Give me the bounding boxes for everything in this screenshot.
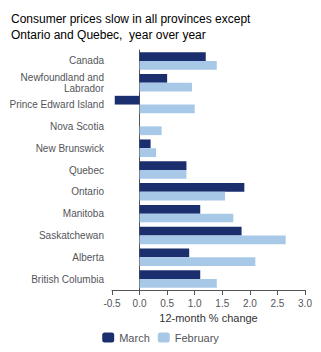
svg-text:0.0: 0.0 — [133, 298, 147, 309]
svg-text:March: March — [119, 332, 150, 344]
svg-text:Nova Scotia: Nova Scotia — [50, 121, 104, 132]
svg-text:1.5: 1.5 — [215, 298, 229, 309]
svg-text:Consumer prices slow in all pr: Consumer prices slow in all provinces ex… — [11, 12, 251, 26]
svg-text:Ontario: Ontario — [71, 186, 104, 197]
svg-text:British Columbia: British Columbia — [31, 274, 104, 285]
svg-text:-0.5: -0.5 — [103, 298, 121, 309]
svg-text:New Brunswick: New Brunswick — [36, 143, 105, 154]
svg-text:2.5: 2.5 — [270, 298, 284, 309]
svg-text:1.0: 1.0 — [188, 298, 202, 309]
svg-text:Saskatchewan: Saskatchewan — [39, 230, 104, 241]
svg-text:Ontario and Quebec, year over: Ontario and Quebec, year over year — [11, 28, 206, 42]
svg-text:Quebec: Quebec — [69, 165, 104, 176]
svg-text:0.5: 0.5 — [160, 298, 174, 309]
svg-text:Prince Edward Island: Prince Edward Island — [10, 99, 105, 110]
svg-text:Newfoundland and: Newfoundland and — [21, 72, 104, 83]
svg-text:February: February — [175, 332, 220, 344]
svg-text:2.0: 2.0 — [243, 298, 257, 309]
svg-text:3.0: 3.0 — [298, 298, 312, 309]
svg-text:Labrador: Labrador — [64, 83, 105, 94]
svg-text:Manitoba: Manitoba — [63, 208, 105, 219]
svg-text:Canada: Canada — [69, 55, 104, 66]
svg-text:12-month % change: 12-month % change — [159, 312, 257, 324]
svg-text:Alberta: Alberta — [72, 252, 104, 263]
